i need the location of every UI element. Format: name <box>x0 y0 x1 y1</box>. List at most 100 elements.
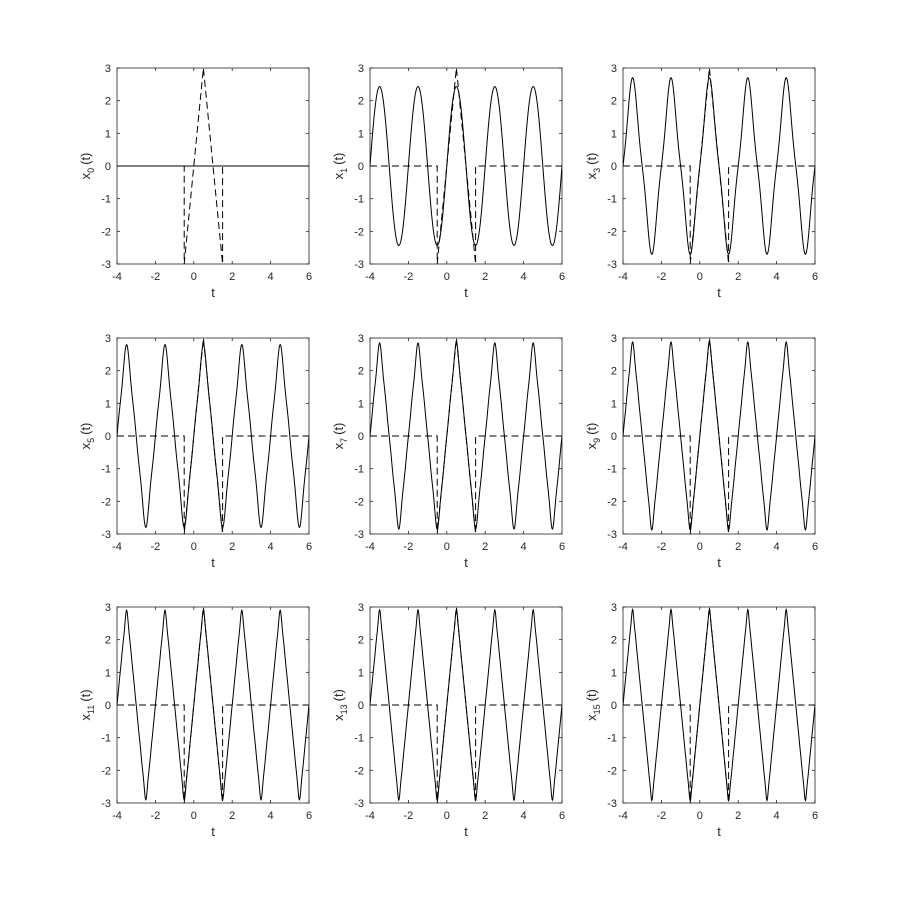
y-label-tail: (t) <box>331 153 346 165</box>
y-tick-label: -2 <box>354 765 364 777</box>
y-label-subscript: 1 <box>339 168 349 173</box>
y-label-subscript: 3 <box>592 168 602 173</box>
x-tick-label: -2 <box>657 810 667 822</box>
y-tick-label: 1 <box>611 128 617 140</box>
x-tick-label: 0 <box>697 810 703 822</box>
y-tick-label: 1 <box>105 398 111 410</box>
y-tick-label: -2 <box>354 496 364 508</box>
x-tick-label: 0 <box>191 541 197 553</box>
x-tick-label: -2 <box>404 271 414 283</box>
x-axis-label: t <box>717 285 721 300</box>
x-axis-label: t <box>464 555 468 570</box>
y-tick-label: 0 <box>105 700 111 712</box>
x-axis-label: t <box>464 285 468 300</box>
y-tick-label: 2 <box>105 366 111 378</box>
x-tick-label: 6 <box>559 271 565 283</box>
subplot-15: -4 -2 0 2 4 6 -3 -2 -1 0 1 2 3 t x15 (t) <box>584 602 818 839</box>
y-tick-label: -1 <box>354 464 364 476</box>
y-tick-label: -2 <box>101 496 111 508</box>
x-tick-label: -2 <box>404 810 414 822</box>
fourier-approximation-line <box>370 608 562 802</box>
y-axis-label: x7 (t) <box>331 423 349 450</box>
y-tick-label: 2 <box>358 366 364 378</box>
y-tick-label: 0 <box>611 431 617 443</box>
y-label-base: x <box>584 714 599 721</box>
x-tick-label: 4 <box>268 541 274 553</box>
x-tick-label: 0 <box>444 541 450 553</box>
y-label-base: x <box>78 442 93 449</box>
x-tick-label: 2 <box>735 271 741 283</box>
y-tick-label: 0 <box>611 161 617 173</box>
x-tick-label: 0 <box>191 271 197 283</box>
y-tick-label: 3 <box>105 602 111 614</box>
x-tick-label: 2 <box>482 810 488 822</box>
y-axis-label: x13 (t) <box>331 689 349 721</box>
target-signal-line <box>370 68 562 264</box>
y-tick-label: 3 <box>105 333 111 345</box>
x-tick-label: -4 <box>618 271 628 283</box>
y-tick-label: -1 <box>354 733 364 745</box>
x-tick-label: 2 <box>229 810 235 822</box>
target-signal-line <box>117 607 309 803</box>
x-tick-label: 4 <box>268 271 274 283</box>
x-tick-label: 2 <box>482 541 488 553</box>
y-tick-label: 1 <box>358 667 364 679</box>
y-label-subscript: 15 <box>592 704 602 714</box>
y-label-tail: (t) <box>584 689 599 701</box>
y-label-tail: (t) <box>331 689 346 701</box>
x-tick-label: 4 <box>774 541 780 553</box>
y-tick-label: -1 <box>101 733 111 745</box>
x-tick-label: 6 <box>812 541 818 553</box>
x-tick-label: -4 <box>112 271 122 283</box>
y-label-base: x <box>331 442 346 449</box>
target-signal-line <box>370 338 562 534</box>
y-tick-label: -3 <box>607 259 617 271</box>
x-tick-label: 4 <box>268 810 274 822</box>
y-label-subscript: 5 <box>86 438 96 443</box>
x-tick-label: 0 <box>697 541 703 553</box>
y-tick-label: 2 <box>611 366 617 378</box>
x-tick-label: 0 <box>191 810 197 822</box>
y-tick-label: 3 <box>611 333 617 345</box>
target-signal-line <box>623 68 815 264</box>
y-tick-label: 2 <box>105 96 111 108</box>
y-tick-label: -1 <box>607 733 617 745</box>
y-axis-label: x9 (t) <box>584 423 602 450</box>
y-label-tail: (t) <box>78 153 93 165</box>
x-tick-label: -4 <box>618 810 628 822</box>
y-label-base: x <box>78 172 93 179</box>
y-axis-label: x3 (t) <box>584 153 602 180</box>
y-tick-label: 2 <box>358 635 364 647</box>
y-label-subscript: 11 <box>86 705 96 714</box>
subplot-7: -4 -2 0 2 4 6 -3 -2 -1 0 1 2 3 t x7 (t) <box>331 333 565 570</box>
y-tick-label: 3 <box>358 63 364 75</box>
y-tick-label: 1 <box>611 667 617 679</box>
x-tick-label: 4 <box>521 541 527 553</box>
y-tick-label: 0 <box>105 431 111 443</box>
x-tick-label: -2 <box>151 541 161 553</box>
y-tick-label: -3 <box>354 798 364 810</box>
y-tick-label: -1 <box>607 194 617 206</box>
x-axis-label: t <box>211 285 215 300</box>
x-tick-label: 4 <box>774 810 780 822</box>
subplot-11: -4 -2 0 2 4 6 -3 -2 -1 0 1 2 3 t x11 (t) <box>78 602 312 839</box>
fourier-approximation-line <box>623 77 815 255</box>
y-label-tail: (t) <box>584 153 599 165</box>
y-tick-label: 2 <box>611 635 617 647</box>
fourier-approximation-line <box>117 343 309 529</box>
y-tick-label: -1 <box>607 464 617 476</box>
x-tick-label: -4 <box>365 271 375 283</box>
y-label-tail: (t) <box>78 689 93 701</box>
x-tick-label: 6 <box>306 541 312 553</box>
y-axis-label: x1 (t) <box>331 153 349 180</box>
y-tick-label: -2 <box>607 226 617 238</box>
y-tick-label: -2 <box>101 226 111 238</box>
y-tick-label: 2 <box>105 635 111 647</box>
y-tick-label: -1 <box>101 464 111 476</box>
y-tick-label: 1 <box>358 128 364 140</box>
target-signal-line <box>623 338 815 534</box>
y-tick-label: 1 <box>105 128 111 140</box>
